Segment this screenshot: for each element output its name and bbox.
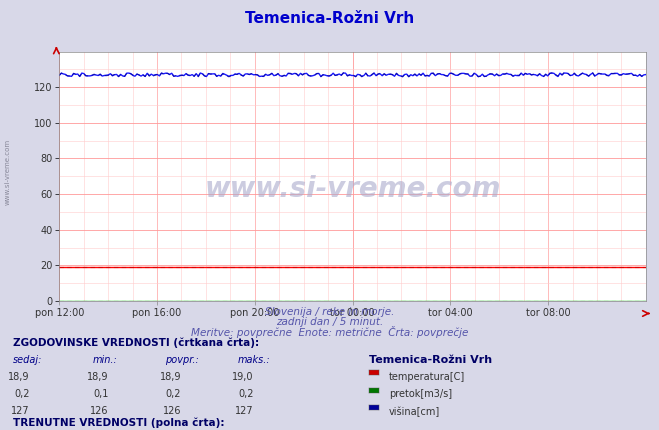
Text: sedaj:: sedaj:	[13, 355, 43, 365]
Text: višina[cm]: višina[cm]	[389, 406, 440, 417]
Text: 18,9: 18,9	[159, 372, 181, 382]
Text: zadnji dan / 5 minut.: zadnji dan / 5 minut.	[276, 317, 383, 327]
Text: 0,1: 0,1	[94, 389, 109, 399]
Text: 19,0: 19,0	[232, 372, 254, 382]
Text: 0,2: 0,2	[238, 389, 254, 399]
Text: Temenica-Rožni Vrh: Temenica-Rožni Vrh	[245, 11, 414, 26]
Text: www.si-vreme.com: www.si-vreme.com	[5, 139, 11, 205]
Text: 0,2: 0,2	[165, 389, 181, 399]
Text: 127: 127	[11, 406, 30, 416]
Text: 18,9: 18,9	[8, 372, 30, 382]
Text: min.:: min.:	[92, 355, 117, 365]
Text: ZGODOVINSKE VREDNOSTI (črtkana črta):: ZGODOVINSKE VREDNOSTI (črtkana črta):	[13, 338, 259, 348]
Text: 126: 126	[163, 406, 181, 416]
Text: pretok[m3/s]: pretok[m3/s]	[389, 389, 452, 399]
Text: Slovenija / reke in morje.: Slovenija / reke in morje.	[265, 307, 394, 317]
Text: www.si-vreme.com: www.si-vreme.com	[204, 175, 501, 203]
Text: 127: 127	[235, 406, 254, 416]
Text: 0,2: 0,2	[14, 389, 30, 399]
Text: Meritve: povprečne  Enote: metrične  Črta: povprečje: Meritve: povprečne Enote: metrične Črta:…	[191, 326, 468, 338]
Text: maks.:: maks.:	[237, 355, 270, 365]
Text: TRENUTNE VREDNOSTI (polna črta):: TRENUTNE VREDNOSTI (polna črta):	[13, 417, 225, 427]
Text: temperatura[C]: temperatura[C]	[389, 372, 465, 382]
Text: Temenica-Rožni Vrh: Temenica-Rožni Vrh	[369, 355, 492, 365]
Text: 18,9: 18,9	[87, 372, 109, 382]
Text: povpr.:: povpr.:	[165, 355, 198, 365]
Text: 126: 126	[90, 406, 109, 416]
